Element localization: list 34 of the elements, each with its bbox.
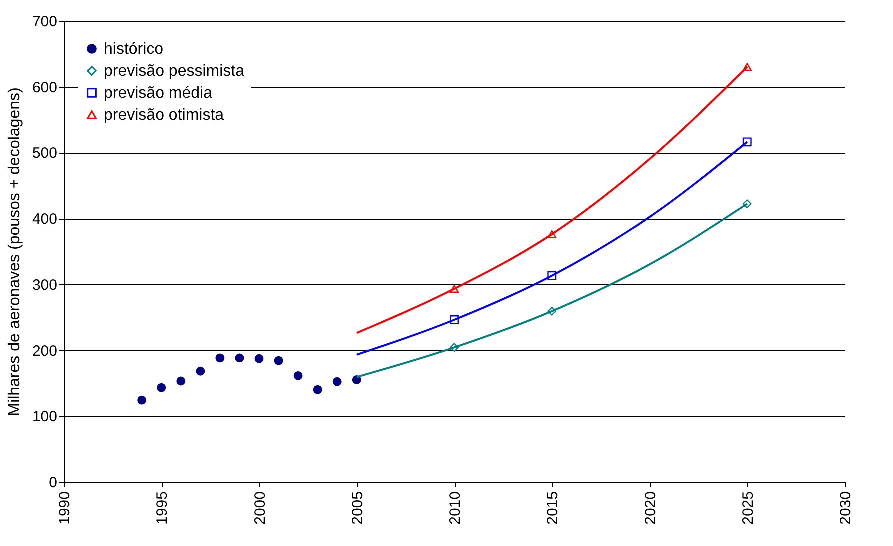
point [235, 354, 244, 363]
point [216, 354, 225, 363]
x-tick-label: 2000 [252, 492, 269, 525]
x-tick-label: 1995 [154, 492, 172, 525]
x-tick-label: 2025 [740, 492, 757, 525]
y-tick-label: 0 [49, 474, 58, 492]
x-tick-label: 1990 [56, 492, 74, 525]
point [352, 375, 362, 384]
x-tick-label: 2010 [447, 492, 464, 525]
x-tick-label: 2005 [349, 492, 366, 525]
x-tick-label: 2015 [544, 492, 562, 525]
y-tick-label: 300 [32, 276, 58, 294]
x-tick-label: 2020 [642, 492, 660, 525]
point [274, 356, 284, 366]
point [313, 385, 322, 394]
point [196, 366, 206, 376]
point [176, 376, 186, 386]
y-tick-label: 400 [32, 211, 58, 228]
legend-label: previsão média [104, 85, 213, 102]
point [138, 396, 147, 405]
point [332, 377, 342, 386]
y-tick-label: 500 [32, 145, 58, 162]
y-tick-label: 200 [32, 342, 58, 360]
legend-label: previsão otimista [104, 107, 224, 124]
legend-label: histórico [104, 41, 164, 58]
point [254, 354, 264, 364]
y-axis-title: Milhares de aeronaves (pousos + decolagens) [6, 88, 24, 416]
point [294, 372, 303, 380]
y-tick-label: 100 [32, 408, 58, 426]
x-tick-label: 2030 [838, 492, 854, 525]
y-tick-label: 700 [32, 14, 58, 30]
legend-label: previsão pessimista [104, 63, 245, 80]
point [157, 383, 166, 392]
y-tick-label: 600 [32, 79, 58, 96]
